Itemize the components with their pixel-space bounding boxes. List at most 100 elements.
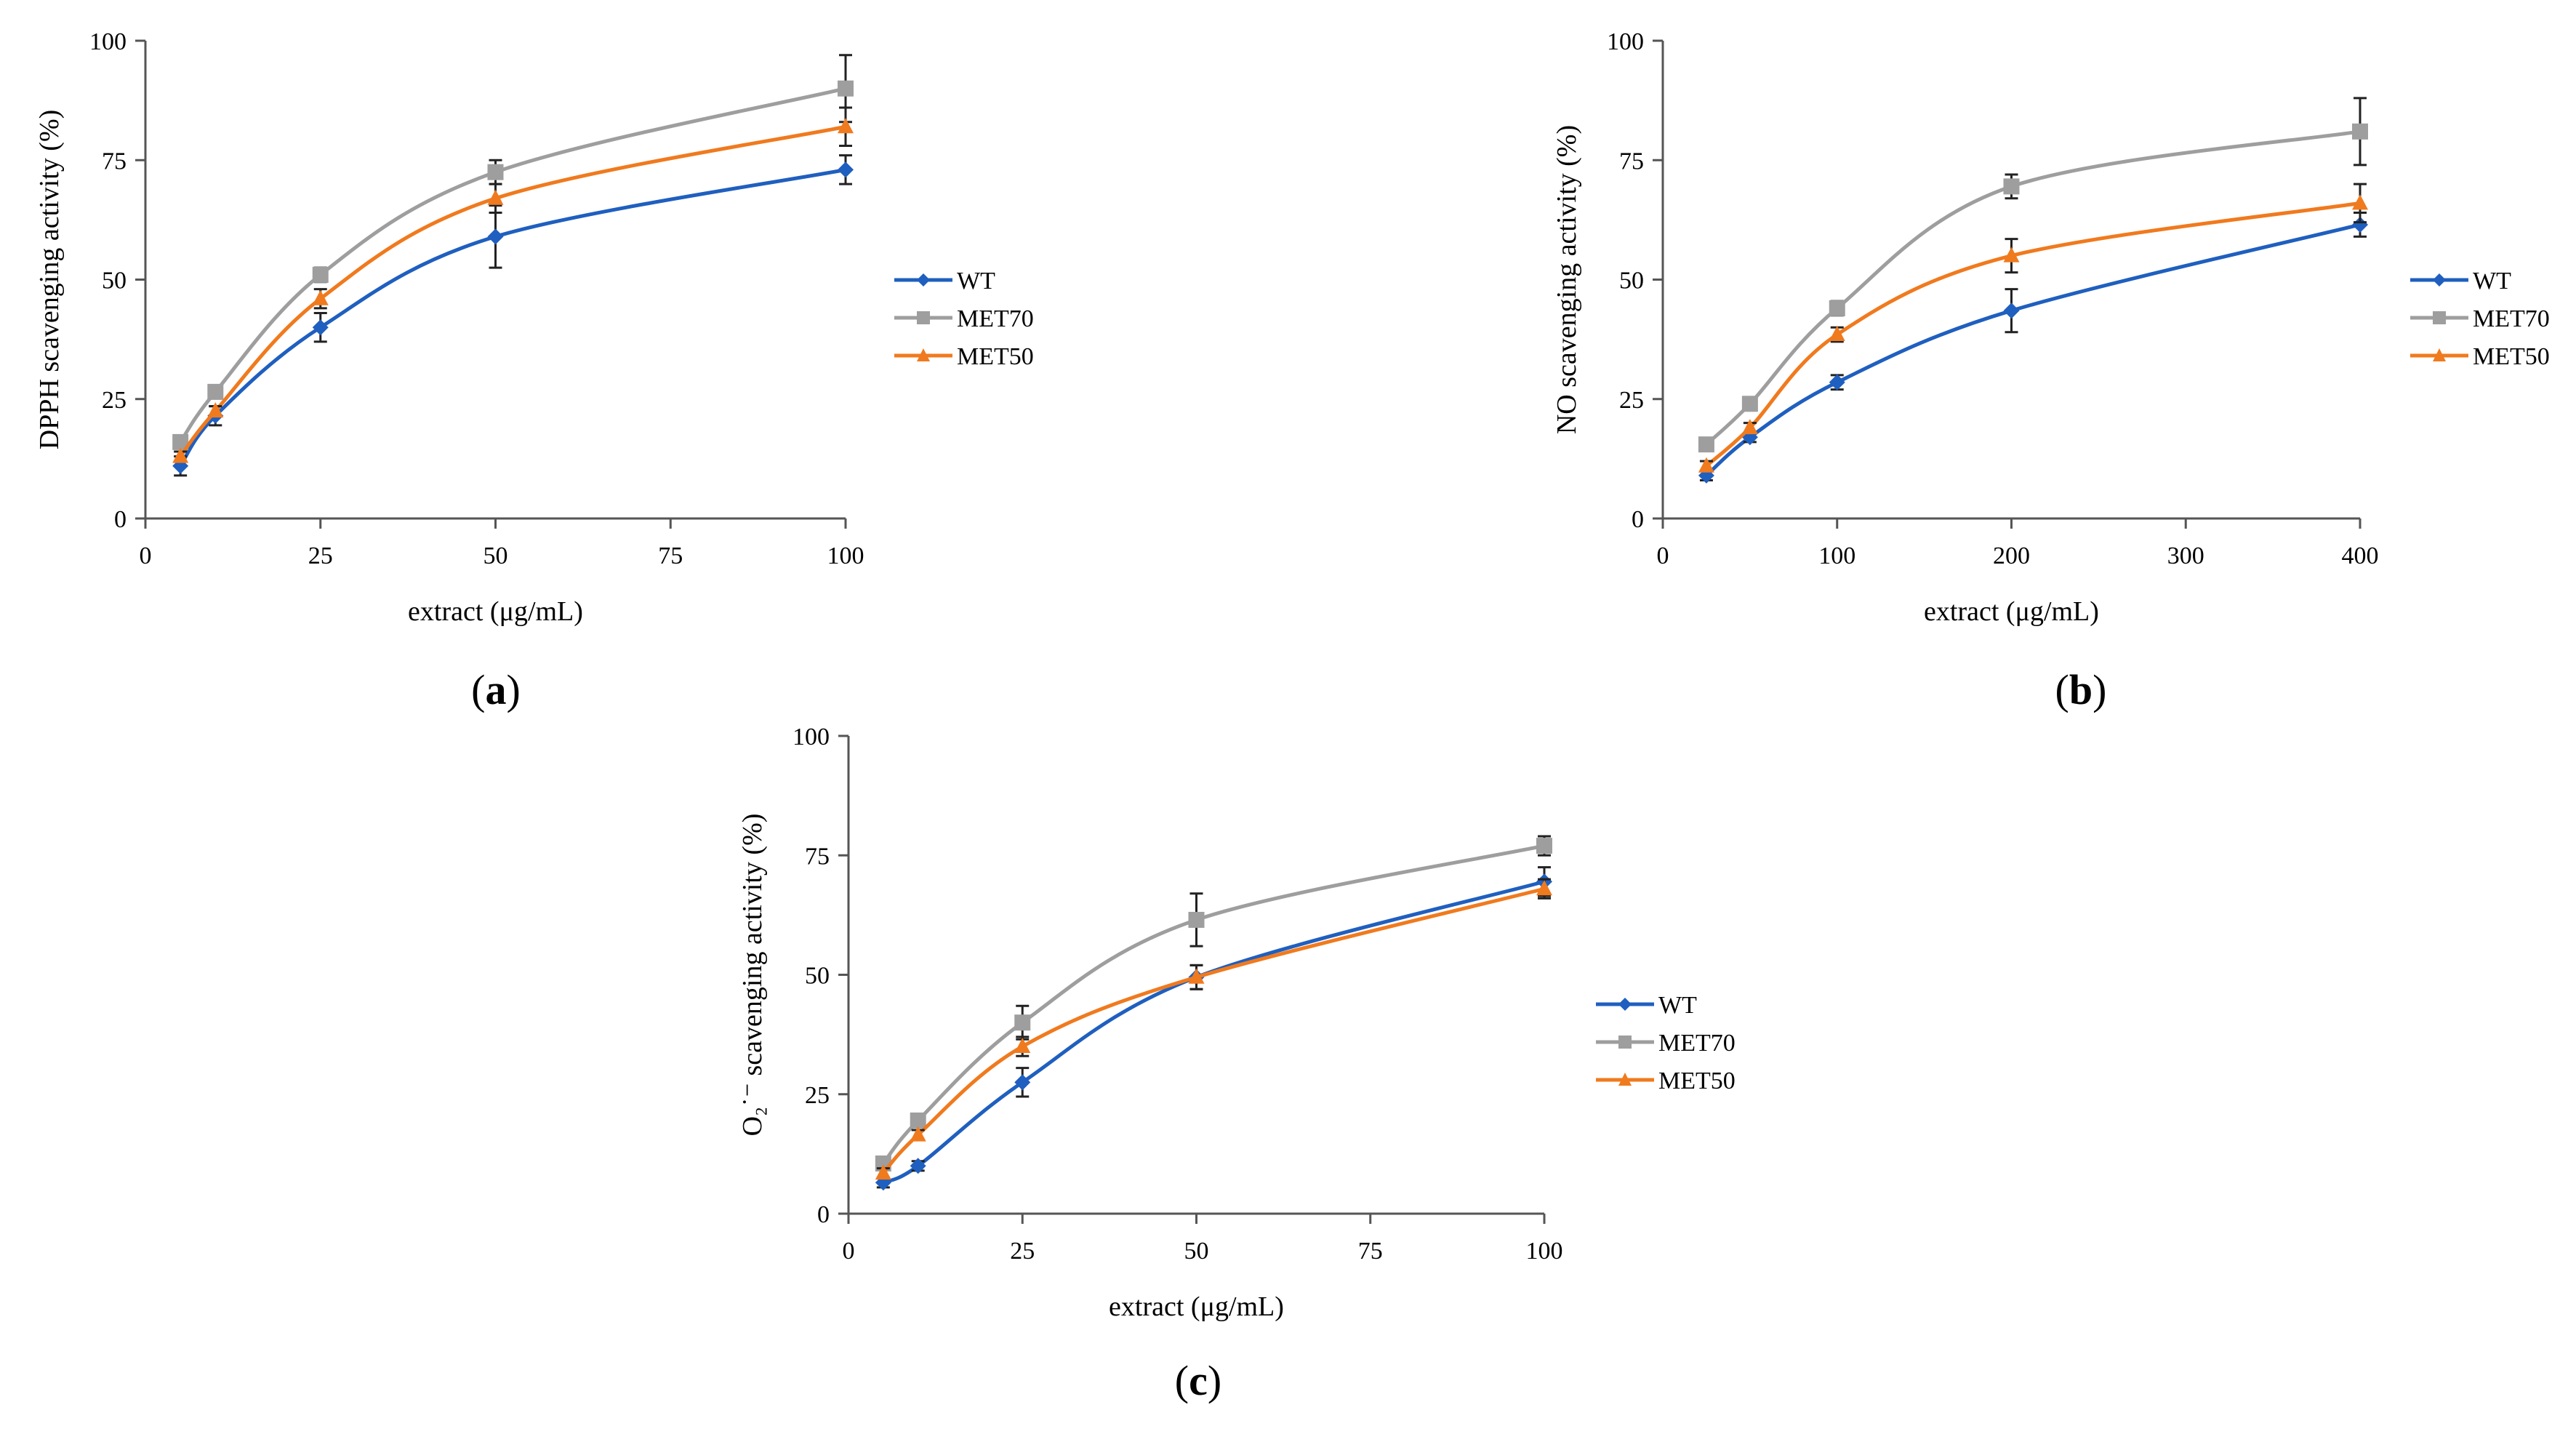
- data-point-wt: [2003, 303, 2020, 319]
- y-tick-label: 75: [1619, 148, 1644, 175]
- y-tick-label: 0: [817, 1201, 830, 1228]
- data-point-met70: [207, 383, 224, 400]
- legend-marker-met70: [1618, 1036, 1632, 1049]
- data-point-wt: [1829, 374, 1845, 390]
- series-line-met70: [179, 87, 846, 444]
- data-point-met70: [2352, 123, 2368, 140]
- data-point-met50: [1698, 457, 1714, 473]
- legend-label-met50: MET50: [1658, 1068, 1736, 1094]
- data-point-met70: [1698, 436, 1714, 453]
- legend-label-met70: MET70: [957, 305, 1034, 332]
- x-tick-label: 25: [308, 542, 333, 569]
- series-line-wt: [882, 879, 1545, 1185]
- data-point-met50: [2352, 194, 2368, 210]
- panel-label: (a): [471, 666, 521, 713]
- x-tick-label: 75: [658, 542, 683, 569]
- panel-label: (b): [2055, 666, 2107, 713]
- x-tick-label: 0: [140, 542, 152, 569]
- legend-label-wt: WT: [957, 268, 995, 295]
- legend-label-met50: MET50: [2473, 343, 2550, 370]
- data-point-met70: [2003, 178, 2020, 195]
- data-point-met50: [875, 1164, 891, 1180]
- legend-marker-wt: [1618, 998, 1632, 1011]
- data-point-met50: [1741, 419, 1758, 435]
- data-point-met70: [1829, 300, 1845, 316]
- y-tick-label: 75: [805, 843, 830, 870]
- y-tick-label: 0: [1632, 506, 1644, 533]
- panel-letter: a: [486, 666, 507, 713]
- panel-label: (c): [1175, 1357, 1221, 1404]
- legend-label-wt: WT: [1658, 992, 1697, 1019]
- y-tick-label: 100: [89, 28, 127, 55]
- data-point-wt: [910, 1158, 926, 1174]
- y-axis-label: NO scavenging activity (%): [1552, 125, 1582, 434]
- series-line-met50: [179, 124, 846, 458]
- x-tick-label: 50: [483, 542, 508, 569]
- panel-c: 0 25 50 75 100 0 25 50 75 100 extract (μg/mL) O₂˙⁻ …: [737, 724, 1736, 1404]
- x-tick-label: 100: [1818, 542, 1855, 569]
- data-point-met50: [1536, 880, 1552, 896]
- data-point-met50: [172, 447, 189, 463]
- legend-marker-met50: [917, 348, 930, 361]
- x-tick-label: 400: [2342, 542, 2379, 569]
- data-point-met70: [172, 433, 189, 450]
- legend-marker-wt: [2433, 273, 2446, 287]
- panel-paren-close: ): [2093, 666, 2106, 713]
- x-axis-label: extract (μg/mL): [408, 596, 583, 627]
- data-point-met70: [1536, 838, 1552, 854]
- series-line-met50: [881, 886, 1545, 1174]
- y-tick-label: 50: [805, 963, 830, 990]
- y-tick-label: 25: [1619, 387, 1644, 414]
- data-point-met70: [312, 266, 329, 283]
- legend-label-met50: MET50: [957, 343, 1034, 370]
- series-line-met70: [881, 844, 1545, 1165]
- data-point-met50: [487, 189, 504, 205]
- data-point-met50: [838, 118, 854, 134]
- data-point-met50: [2003, 247, 2020, 263]
- panel-paren-open: (: [2055, 666, 2069, 713]
- panel-paren-open: (: [471, 666, 485, 713]
- legend-marker-met50: [2433, 348, 2446, 361]
- data-point-wt: [2352, 216, 2368, 233]
- x-axis-label: extract (μg/mL): [1924, 596, 2099, 627]
- y-tick-label: 25: [805, 1082, 830, 1109]
- data-point-met50: [1188, 968, 1205, 984]
- data-point-met50: [910, 1126, 926, 1142]
- legend-marker-met50: [1618, 1073, 1632, 1086]
- series-line-wt: [1705, 223, 2361, 477]
- x-tick-label: 75: [1358, 1238, 1383, 1265]
- y-tick-label: 50: [102, 268, 127, 295]
- x-tick-label: 100: [827, 542, 864, 569]
- legend-label-met70: MET70: [2473, 305, 2550, 332]
- panel-paren-close: ): [1208, 1357, 1221, 1404]
- panel-letter: b: [2069, 666, 2093, 713]
- y-tick-label: 0: [114, 506, 127, 533]
- y-tick-label: 100: [793, 724, 830, 750]
- legend-label-wt: WT: [2473, 268, 2511, 295]
- series-line-met70: [1705, 129, 2361, 446]
- y-tick-label: 100: [1607, 28, 1644, 55]
- data-point-met70: [1188, 911, 1205, 928]
- data-point-met50: [1829, 326, 1845, 342]
- panel-paren-open: (: [1175, 1357, 1189, 1404]
- data-point-wt: [312, 319, 329, 336]
- panel-paren-close: ): [507, 666, 521, 713]
- data-point-met70: [487, 164, 504, 180]
- y-axis-label: DPPH scavenging activity (%): [34, 110, 65, 450]
- data-point-met50: [312, 289, 329, 305]
- data-point-met70: [1741, 396, 1758, 412]
- legend-marker-wt: [917, 273, 930, 287]
- x-axis-label: extract (μg/mL): [1109, 1291, 1284, 1322]
- data-point-met70: [1014, 1014, 1031, 1031]
- data-point-met70: [838, 80, 854, 97]
- x-tick-label: 100: [1526, 1238, 1563, 1265]
- y-axis-label: O₂˙⁻ scavenging activity (%): [737, 814, 768, 1137]
- data-point-wt: [487, 228, 504, 245]
- series-line-wt: [179, 167, 846, 468]
- x-tick-label: 0: [843, 1238, 855, 1265]
- y-tick-label: 75: [102, 148, 127, 175]
- data-point-met50: [207, 402, 224, 418]
- data-point-met50: [1014, 1038, 1031, 1054]
- data-point-wt: [1014, 1074, 1031, 1091]
- y-tick-label: 25: [102, 387, 127, 414]
